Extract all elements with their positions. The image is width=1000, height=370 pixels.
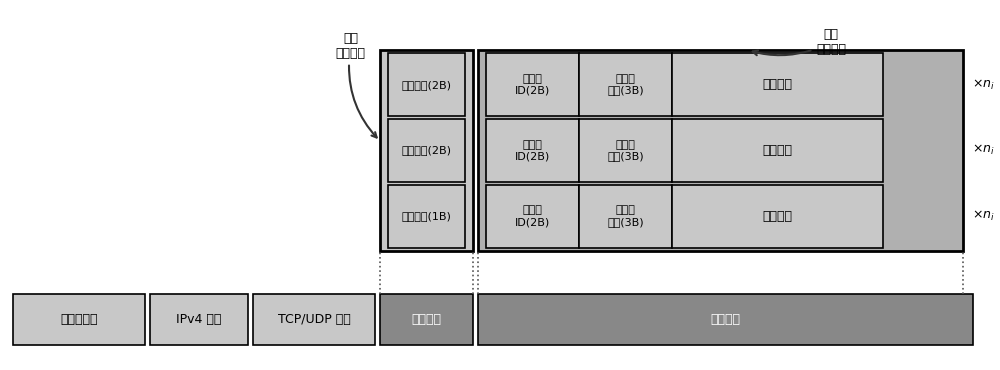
Bar: [13, 294, 145, 345]
Text: 元数据
位图(3B): 元数据 位图(3B): [607, 74, 644, 95]
Text: $\times n_i$: $\times n_i$: [972, 77, 995, 92]
Bar: [380, 50, 473, 250]
Bar: [478, 50, 963, 250]
Bar: [486, 53, 579, 116]
Text: 元数据
位图(3B): 元数据 位图(3B): [607, 139, 644, 161]
Text: IPv4 头部: IPv4 头部: [176, 313, 222, 326]
Text: 元数据值: 元数据值: [763, 210, 793, 223]
Bar: [672, 119, 883, 182]
Bar: [486, 185, 579, 248]
Bar: [388, 185, 465, 248]
Text: 弹出
转发标签: 弹出 转发标签: [336, 32, 377, 138]
Bar: [486, 119, 579, 182]
Text: 遥测堆栈: 遥测堆栈: [711, 313, 741, 326]
Text: 交换机
ID(2B): 交换机 ID(2B): [515, 139, 550, 161]
Bar: [478, 294, 973, 345]
Text: $\times n_i$: $\times n_i$: [972, 209, 995, 223]
Bar: [253, 294, 375, 345]
Text: 交换机
ID(2B): 交换机 ID(2B): [515, 205, 550, 227]
Text: 元数据值: 元数据值: [763, 144, 793, 157]
Text: 转发堆栈: 转发堆栈: [412, 313, 442, 326]
Text: 出端口号(2B): 出端口号(2B): [402, 145, 452, 155]
Text: 交换机
ID(2B): 交换机 ID(2B): [515, 74, 550, 95]
Text: 以太网头部: 以太网头部: [60, 313, 97, 326]
Bar: [672, 185, 883, 248]
Bar: [579, 185, 672, 248]
Text: TCP/UDP 头部: TCP/UDP 头部: [278, 313, 350, 326]
Bar: [388, 53, 465, 116]
Text: 元数据
位图(3B): 元数据 位图(3B): [607, 205, 644, 227]
Text: 出端口号(2B): 出端口号(2B): [402, 80, 452, 90]
Text: 元数据值: 元数据值: [763, 78, 793, 91]
Bar: [380, 294, 473, 345]
Bar: [672, 53, 883, 116]
Text: $\times n_i$: $\times n_i$: [972, 143, 995, 157]
Bar: [150, 294, 248, 345]
Text: 压入
遥测标签: 压入 遥测标签: [753, 28, 846, 56]
Bar: [388, 119, 465, 182]
Text: 列表长度(1B): 列表长度(1B): [402, 211, 452, 221]
Bar: [579, 53, 672, 116]
Bar: [579, 119, 672, 182]
